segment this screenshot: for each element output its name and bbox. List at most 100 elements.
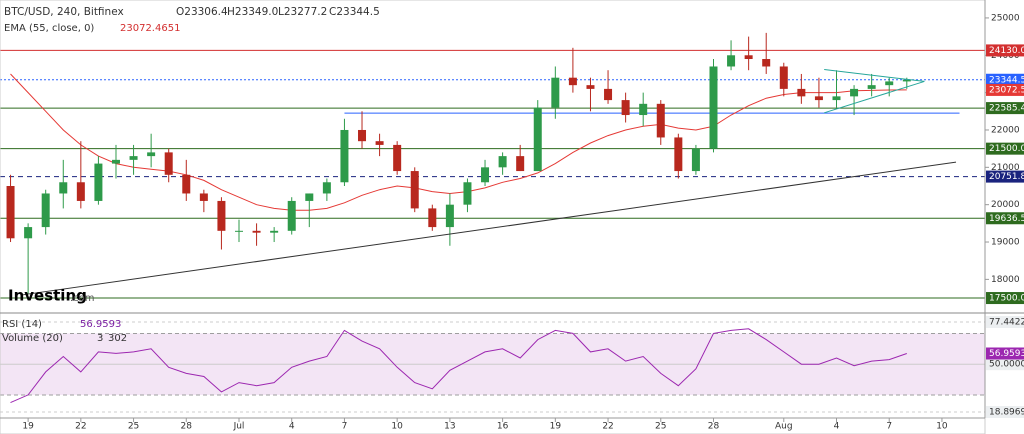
- ema-value: 23072.4651: [120, 23, 180, 34]
- rsi-tick-box: [986, 316, 1024, 329]
- candle-body: [727, 55, 736, 67]
- x-tick-label: 22: [602, 422, 613, 432]
- rsi-tick-box: [986, 406, 1024, 419]
- triangle-upper: [824, 68, 925, 82]
- candle-body: [164, 152, 173, 175]
- level-box: [986, 142, 1024, 155]
- level-label: 22585.4: [989, 104, 1024, 114]
- rsi-line: [10, 328, 907, 404]
- level-box: [986, 292, 1024, 305]
- x-tick-label: 19: [22, 422, 34, 432]
- ema-line: [10, 73, 907, 211]
- candle-body: [111, 159, 120, 164]
- candle-body: [6, 186, 15, 239]
- candle-body: [709, 66, 718, 149]
- candle-body: [586, 85, 595, 89]
- candle-body: [568, 77, 577, 86]
- candle-body: [322, 182, 331, 194]
- candle-body: [832, 96, 841, 101]
- candle-body: [691, 148, 700, 172]
- candle-body: [762, 59, 771, 67]
- volume-label: Volume (20): [2, 333, 63, 344]
- x-tick-label: 28: [181, 422, 193, 432]
- candle-body: [270, 230, 279, 233]
- candle-body: [885, 81, 894, 86]
- x-tick-label: 10: [936, 422, 948, 432]
- trendline: [21, 161, 957, 296]
- candle-body: [410, 171, 419, 209]
- candle-body: [498, 156, 507, 168]
- candle-body: [199, 193, 208, 201]
- candle-body: [445, 204, 454, 228]
- candle-body: [463, 182, 472, 205]
- level-box: [986, 102, 1024, 115]
- candle-body: [235, 230, 244, 232]
- x-tick-label: 7: [886, 422, 892, 432]
- level-label: 17500.0: [989, 294, 1024, 304]
- level-label: 19636.5: [989, 214, 1024, 224]
- candle-body: [94, 163, 103, 201]
- rsi-value: 56.9593: [80, 319, 121, 330]
- x-tick-label: 19: [550, 422, 562, 432]
- candle-body: [393, 144, 402, 172]
- y-tick-label: 25000: [991, 13, 1020, 23]
- close-value: C23344.5: [329, 6, 380, 18]
- candle-body: [797, 88, 806, 97]
- candle-body: [76, 182, 85, 201]
- volume-value: 302: [108, 333, 127, 344]
- y-tick-label: 20000: [991, 200, 1020, 210]
- logo: Investing: [8, 287, 87, 305]
- candle-body: [551, 77, 560, 108]
- level-box: [986, 44, 1024, 57]
- candle-body: [481, 167, 490, 183]
- x-tick-label: 28: [708, 422, 720, 432]
- logo-suffix: .com: [70, 293, 95, 304]
- candle-body: [656, 103, 665, 138]
- candle-body: [129, 156, 138, 160]
- x-tick-label: 10: [391, 422, 403, 432]
- candle-body: [305, 193, 314, 201]
- candle-body: [867, 85, 876, 89]
- volume-period: 3: [97, 333, 103, 344]
- candle-body: [287, 200, 296, 231]
- level-box: [986, 170, 1024, 183]
- level-label: 20751.8: [989, 172, 1024, 182]
- level-label: 23072.5: [989, 85, 1024, 95]
- rsi-current-box: [986, 347, 1024, 360]
- rsi-label: RSI (14): [2, 319, 42, 330]
- candle-body: [902, 79, 911, 82]
- candle-body: [217, 200, 226, 231]
- open-value: O23306.4: [176, 6, 228, 18]
- y-tick-label: 18000: [991, 275, 1020, 285]
- candle-body: [24, 227, 33, 239]
- x-tick-label: 16: [497, 422, 509, 432]
- candle-body: [358, 129, 367, 142]
- y-tick-label: 22000: [991, 125, 1020, 135]
- symbol-title: BTC/USD, 240, Bitfinex: [4, 6, 124, 18]
- candle-body: [814, 96, 823, 101]
- triangle-lower: [824, 80, 925, 114]
- x-tick-label: 7: [342, 422, 348, 432]
- level-box: [986, 73, 1024, 86]
- y-tick-label: 21000: [991, 163, 1020, 173]
- ema-label: EMA (55, close, 0): [4, 23, 94, 34]
- level-label: 24130.0: [989, 46, 1024, 56]
- candle-body: [41, 193, 50, 228]
- candle-body: [147, 152, 156, 157]
- x-tick-label: 4: [834, 422, 840, 432]
- level-label: 23344.5: [989, 75, 1024, 85]
- level-box: [986, 83, 1024, 96]
- candle-body: [182, 174, 191, 194]
- candle-body: [533, 107, 542, 172]
- rsi-tick-label: 77.4422: [989, 318, 1024, 328]
- x-tick-label: 22: [75, 422, 86, 432]
- x-tick-label: Aug: [775, 422, 793, 432]
- x-tick-label: 25: [128, 422, 139, 432]
- rsi-tick-label: 18.8969: [989, 408, 1024, 418]
- candle-body: [516, 156, 525, 172]
- candle-body: [252, 230, 261, 233]
- candle-body: [340, 129, 349, 183]
- x-tick-label: Jul: [233, 422, 245, 432]
- x-tick-label: 4: [289, 422, 295, 432]
